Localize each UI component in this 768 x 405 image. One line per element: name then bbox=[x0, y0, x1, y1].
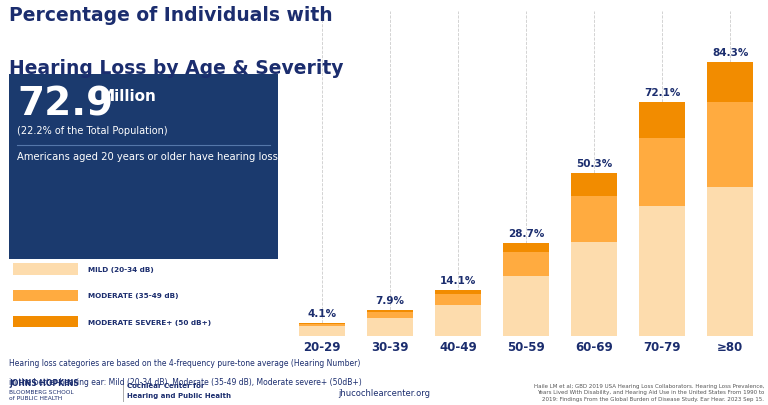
Bar bbox=[299, 324, 345, 326]
Text: MODERATE SEVERE+ (50 dB+): MODERATE SEVERE+ (50 dB+) bbox=[88, 319, 210, 325]
Text: 14.1%: 14.1% bbox=[440, 276, 476, 286]
Text: BLOOMBERG SCHOOL: BLOOMBERG SCHOOL bbox=[9, 389, 74, 394]
Text: 28.7%: 28.7% bbox=[508, 228, 545, 238]
Text: Haile LM et al; GBD 2019 USA Hearing Loss Collaborators. Hearing Loss Prevalence: Haile LM et al; GBD 2019 USA Hearing Los… bbox=[534, 383, 764, 401]
Bar bbox=[707, 63, 753, 103]
Text: Cochlear Center for: Cochlear Center for bbox=[127, 382, 204, 388]
Bar bbox=[639, 139, 685, 207]
Bar bbox=[503, 252, 549, 276]
Text: 50.3%: 50.3% bbox=[576, 158, 612, 168]
Bar bbox=[639, 207, 685, 336]
Text: of PUBLIC HEALTH: of PUBLIC HEALTH bbox=[9, 395, 62, 400]
Text: Hearing and Public Health: Hearing and Public Health bbox=[127, 392, 230, 398]
Bar bbox=[639, 102, 685, 139]
Bar bbox=[503, 276, 549, 336]
Bar bbox=[435, 290, 482, 294]
Text: MILD (20-34 dB): MILD (20-34 dB) bbox=[88, 266, 154, 272]
Text: Hearing loss categories are based on the 4-frequency pure-tone average (Hearing : Hearing loss categories are based on the… bbox=[9, 358, 361, 367]
Text: 7.9%: 7.9% bbox=[376, 296, 405, 306]
Bar bbox=[503, 243, 549, 252]
Text: MODERATE (35-49 dB): MODERATE (35-49 dB) bbox=[88, 293, 178, 298]
Bar bbox=[571, 173, 617, 197]
Bar bbox=[435, 305, 482, 336]
Bar bbox=[367, 318, 413, 336]
Text: in the better-hearing ear: Mild (20-34 dB), Moderate (35-49 dB), Moderate severe: in the better-hearing ear: Mild (20-34 d… bbox=[9, 377, 362, 386]
Text: 72.1%: 72.1% bbox=[644, 88, 680, 98]
Bar bbox=[707, 103, 753, 187]
Bar bbox=[367, 311, 413, 313]
Text: Percentage of Individuals with: Percentage of Individuals with bbox=[9, 6, 333, 25]
Bar bbox=[571, 242, 617, 336]
Bar bbox=[299, 323, 345, 324]
Text: 72.9: 72.9 bbox=[17, 85, 113, 123]
Text: JOHNS HOPKINS: JOHNS HOPKINS bbox=[9, 378, 79, 387]
Text: Americans aged 20 years or older have hearing loss: Americans aged 20 years or older have he… bbox=[17, 152, 278, 162]
Text: 4.1%: 4.1% bbox=[307, 308, 336, 318]
Text: 84.3%: 84.3% bbox=[712, 48, 748, 58]
Text: jhucochlearcenter.org: jhucochlearcenter.org bbox=[338, 388, 430, 397]
Text: Hearing Loss by Age & Severity: Hearing Loss by Age & Severity bbox=[9, 59, 344, 78]
Bar bbox=[367, 313, 413, 318]
Text: Million: Million bbox=[100, 89, 157, 104]
Bar bbox=[299, 326, 345, 336]
Bar bbox=[707, 187, 753, 336]
Bar bbox=[571, 197, 617, 242]
Text: (22.2% of the Total Population): (22.2% of the Total Population) bbox=[17, 126, 167, 136]
Bar bbox=[435, 294, 482, 305]
